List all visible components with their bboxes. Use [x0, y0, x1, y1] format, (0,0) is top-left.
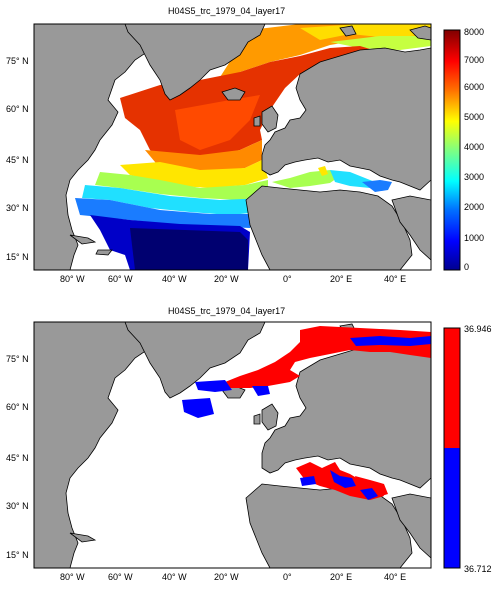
map1-cb-tick-4000: 4000 [464, 142, 485, 152]
map2-lon-label-20e: 20° E [330, 572, 353, 582]
map2-lon-label-80w: 80° W [60, 572, 85, 582]
map1-cb-tick-3000: 3000 [464, 172, 485, 182]
map1-lon-label-40w: 40° W [162, 274, 187, 284]
map2-lat-label-15n: 15° N [6, 550, 29, 560]
map1-lat-label-60n: 60° N [6, 104, 29, 114]
map1-plot-area [34, 24, 431, 270]
map1-lon-label-20w: 20° W [214, 274, 239, 284]
map2-land [34, 322, 431, 568]
map1-cb-tick-2000: 2000 [464, 202, 485, 212]
map1-cb-tick-0: 0 [464, 262, 470, 272]
map1-lon-label-60w: 60° W [108, 274, 133, 284]
map2-cb-min-label: 36.712 [464, 564, 492, 574]
map1-lon-label-20e: 20° E [330, 274, 353, 284]
map1-data-field [75, 24, 431, 270]
map2-plot-area [34, 322, 431, 568]
map2-data-field [182, 326, 431, 500]
map1-title: H04S5_trc_1979_04_layer17 [168, 6, 286, 16]
map1-lat-label-45n: 45° N [6, 155, 29, 165]
map2-colorbar [443, 327, 461, 569]
map1-colorbar [443, 29, 461, 271]
map2-lat-label-45n: 45° N [6, 453, 29, 463]
map2-lon-label-40w: 40° W [162, 572, 187, 582]
map1-cb-tick-5000: 5000 [464, 112, 485, 122]
map1-lat-label-75n: 75° N [6, 56, 29, 66]
map1-lon-label-80w: 80° W [60, 274, 85, 284]
map1-cb-tick-6000: 6000 [464, 82, 485, 92]
map2-lon-label-0: 0° [283, 572, 292, 582]
map2-lon-label-40e: 40° E [384, 572, 407, 582]
map1-lon-label-0: 0° [283, 274, 292, 284]
map1-lat-label-15n: 15° N [6, 252, 29, 262]
map2-lon-label-20w: 20° W [214, 572, 239, 582]
map2-lat-label-60n: 60° N [6, 402, 29, 412]
map2-cb-max-label: 36.946 [464, 324, 492, 334]
map2-lon-label-60w: 60° W [108, 572, 133, 582]
map1-cb-tick-1000: 1000 [464, 233, 485, 243]
map1-land [34, 24, 431, 270]
map1-lat-label-30n: 30° N [6, 203, 29, 213]
map1-cb-tick-7000: 7000 [464, 55, 485, 65]
map1-lon-label-40e: 40° E [384, 274, 407, 284]
map2-lat-label-75n: 75° N [6, 354, 29, 364]
map1-cb-tick-8000: 8000 [464, 27, 485, 37]
map2-title: H04S5_trc_1979_04_layer17 [168, 306, 286, 316]
map2-lat-label-30n: 30° N [6, 501, 29, 511]
